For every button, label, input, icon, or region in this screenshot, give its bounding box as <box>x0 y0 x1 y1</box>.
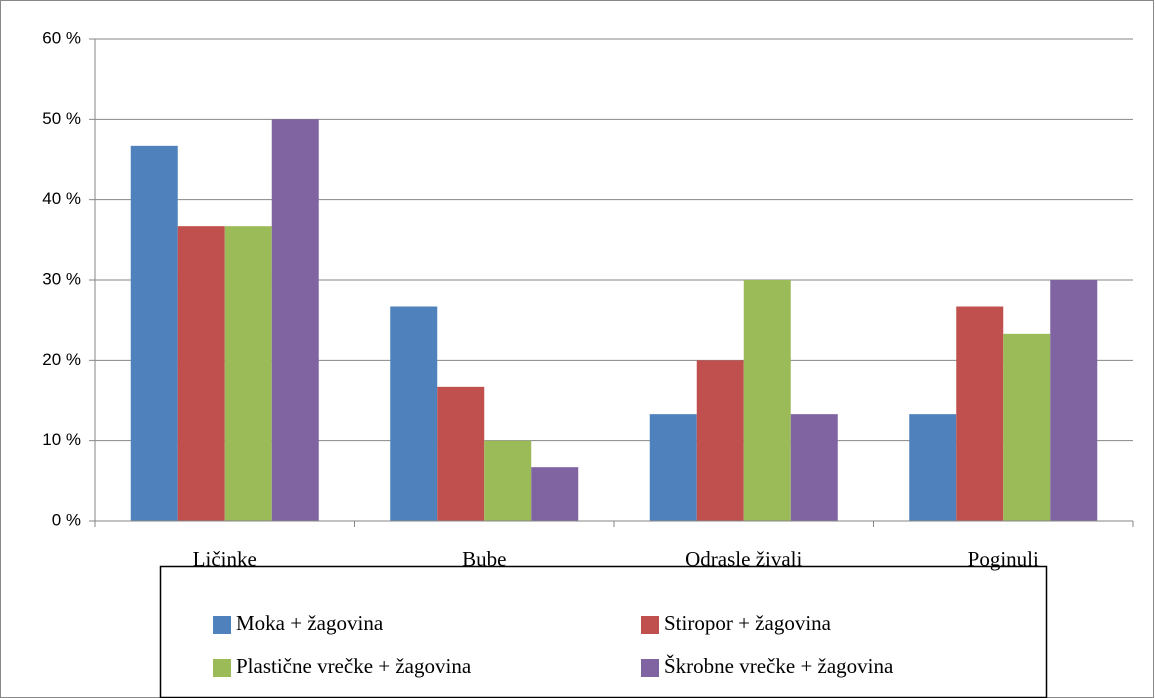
legend-label: Škrobne vrečke + žagovina <box>664 654 894 678</box>
bar <box>1003 333 1051 521</box>
y-tick-label: 40 % <box>42 189 81 208</box>
bar <box>1050 280 1098 521</box>
bar <box>909 414 957 521</box>
legend-label: Stiropor + žagovina <box>664 611 832 635</box>
x-tick-label: Poginuli <box>968 547 1039 571</box>
bar <box>531 467 579 521</box>
bar <box>484 440 532 521</box>
bar <box>743 280 791 521</box>
y-tick-label: 20 % <box>42 350 81 369</box>
bar <box>437 386 485 521</box>
x-tick-label: Ličinke <box>193 547 257 571</box>
legend-swatch <box>213 659 231 677</box>
y-tick-label: 30 % <box>42 269 81 288</box>
bar <box>177 226 225 521</box>
legend-swatch <box>213 616 231 634</box>
y-tick-label: 10 % <box>42 430 81 449</box>
bar <box>696 360 744 521</box>
x-tick-label: Bube <box>462 547 506 571</box>
bar <box>224 226 272 521</box>
bar <box>390 306 438 521</box>
bar <box>271 119 319 521</box>
y-tick-label: 60 % <box>42 28 81 47</box>
bar <box>956 306 1004 521</box>
bar <box>649 414 697 521</box>
legend-box <box>159 565 1048 698</box>
bar <box>790 414 838 521</box>
x-tick-label: Odrasle živali <box>685 547 802 571</box>
legend-swatch <box>641 616 659 634</box>
legend-label: Moka + žagovina <box>236 611 384 635</box>
y-tick-label: 0 % <box>52 510 81 529</box>
bar <box>130 145 178 522</box>
y-tick-label: 50 % <box>42 109 81 128</box>
legend-swatch <box>641 659 659 677</box>
legend-label: Plastične vrečke + žagovina <box>236 654 472 678</box>
